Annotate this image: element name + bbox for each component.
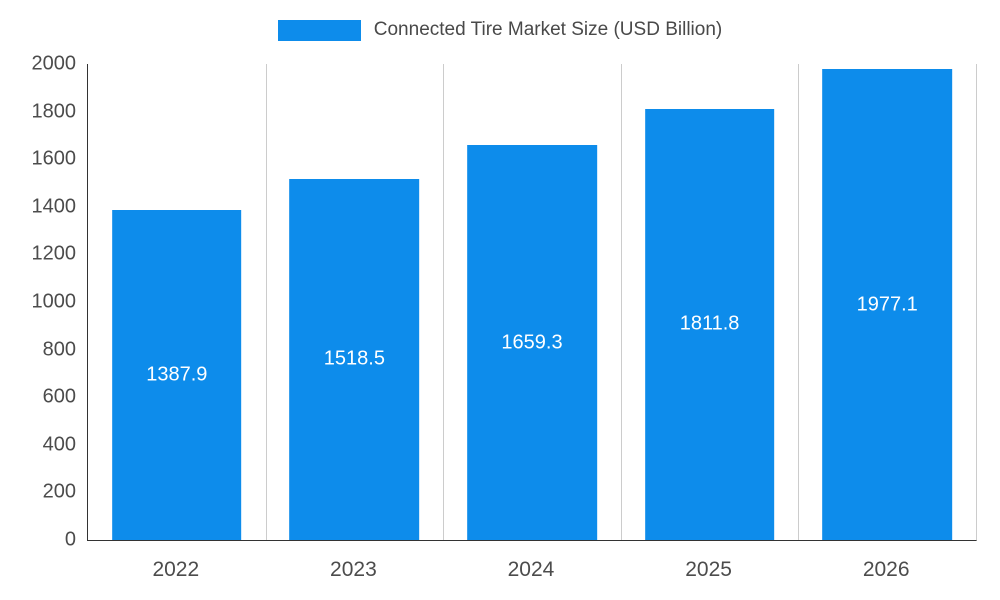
x-axis: 2022 2023 2024 2025 2026	[87, 558, 975, 582]
bar-value-label: 1387.9	[146, 363, 208, 386]
bar-value-label: 1811.8	[679, 312, 740, 335]
y-tick-label: 1600	[31, 147, 77, 170]
gridline	[798, 64, 800, 540]
y-tick-label: 1200	[31, 242, 77, 265]
x-tick-label: 2026	[862, 558, 910, 581]
bar-value-label: 1659.3	[501, 331, 563, 354]
bar-2024[interactable]: 1659.3	[467, 145, 597, 540]
y-tick-label: 1800	[31, 100, 77, 123]
gridline	[443, 64, 445, 540]
legend-swatch	[277, 19, 361, 41]
x-tick-label: 2022	[152, 558, 200, 581]
y-tick-label: 400	[42, 433, 76, 456]
legend-label: Connected Tire Market Size (USD Billion)	[373, 19, 723, 40]
y-tick-label: 1400	[31, 195, 77, 218]
gridline	[620, 64, 622, 540]
y-tick-label: 0	[64, 528, 76, 551]
y-tick-label: 200	[42, 480, 76, 503]
legend: Connected Tire Market Size (USD Billion)	[0, 19, 1000, 41]
x-tick-label: 2023	[330, 558, 377, 581]
gridline	[265, 64, 267, 540]
bar-2026[interactable]: 1977.1	[822, 69, 953, 540]
bar-2025[interactable]: 1811.8	[644, 108, 775, 540]
y-tick-label: 600	[42, 385, 76, 408]
y-tick-label: 1000	[31, 290, 77, 313]
plot-area: 1387.9 1518.5 1659.3 1811.8 1977.1	[87, 64, 977, 541]
y-axis: 0 200 400 600 800 1000 1200 1400 1600 1800 2000	[0, 53, 77, 551]
bar-value-label: 1518.5	[323, 347, 385, 370]
bar-2023[interactable]: 1518.5	[289, 178, 420, 540]
bar-value-label: 1977.1	[856, 293, 918, 316]
y-tick-label: 2000	[31, 52, 77, 75]
x-tick-label: 2025	[685, 558, 732, 581]
y-tick-label: 800	[42, 338, 76, 361]
bar-2022[interactable]: 1387.9	[111, 209, 242, 540]
x-tick-label: 2024	[507, 558, 555, 581]
